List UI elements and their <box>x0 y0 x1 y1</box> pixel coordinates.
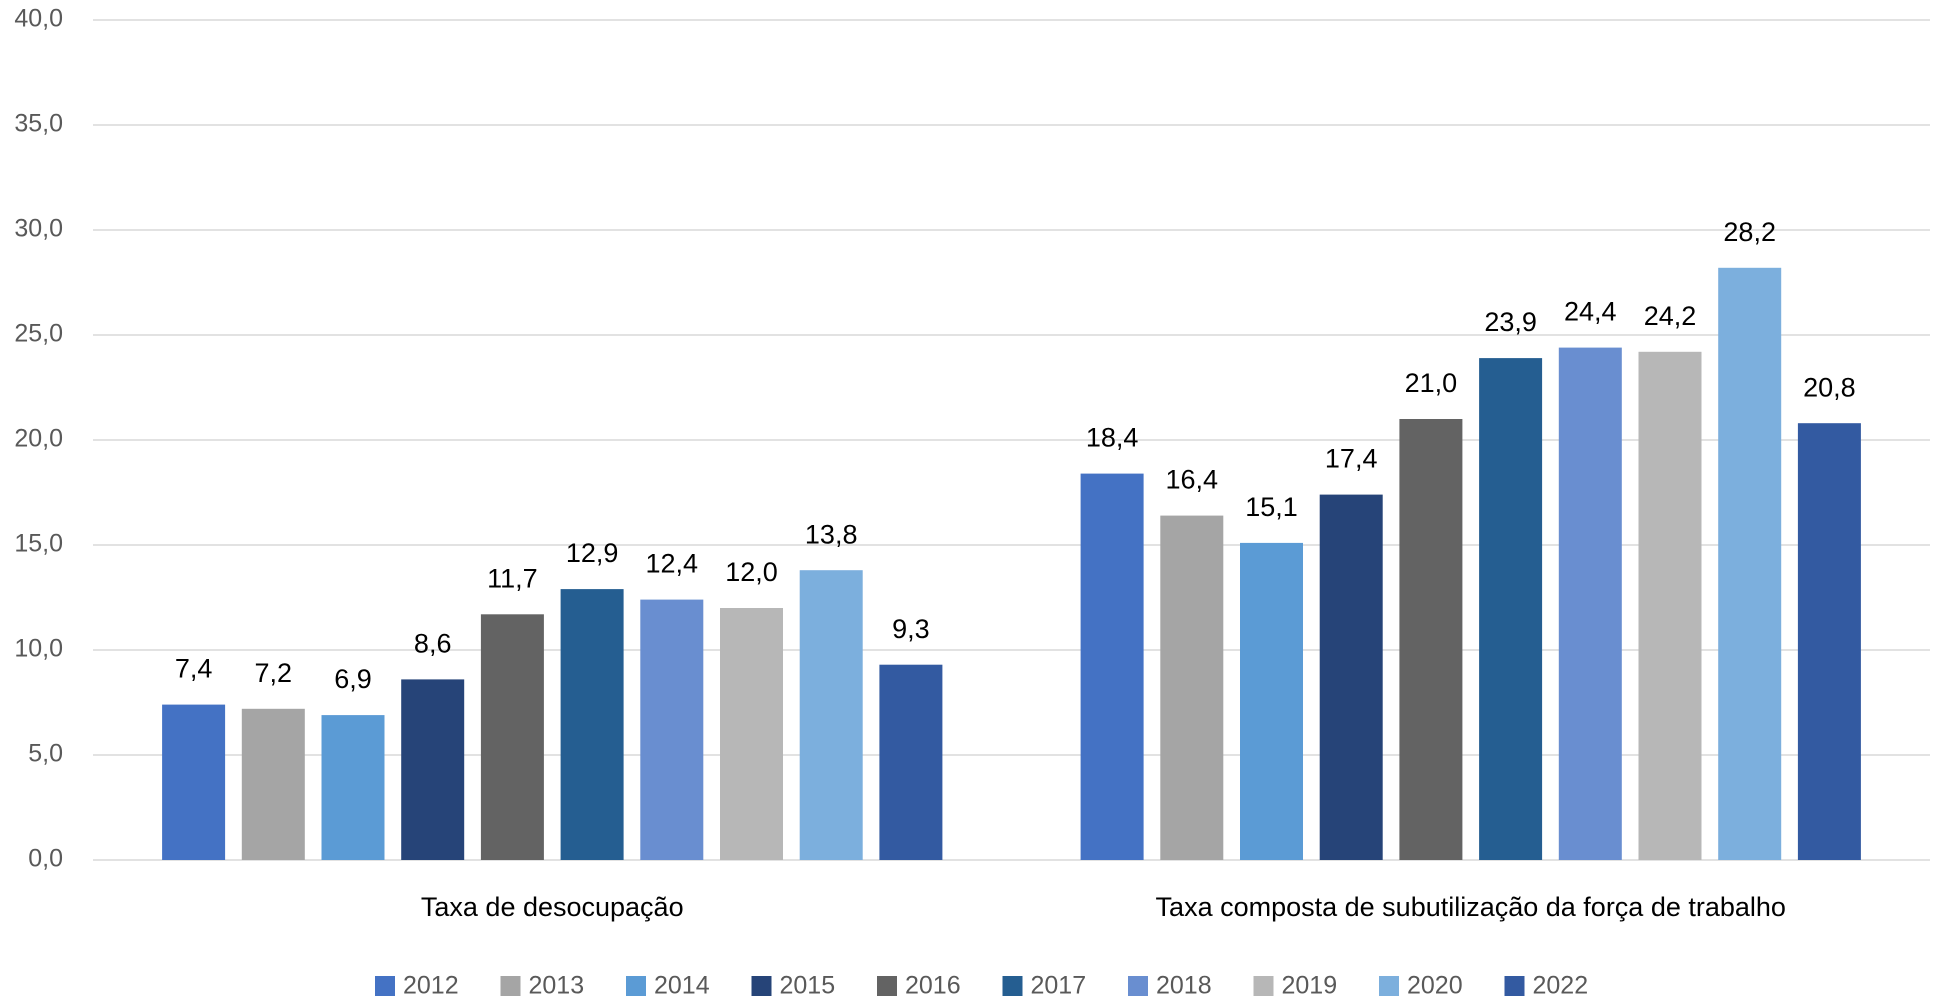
legend-label: 2016 <box>905 972 961 1000</box>
value-label: 8,6 <box>414 629 452 659</box>
value-label: 12,4 <box>646 549 699 579</box>
value-label: 28,2 <box>1723 217 1776 247</box>
y-tick-label: 20,0 <box>14 425 63 453</box>
y-tick-label: 30,0 <box>14 215 63 243</box>
legend-swatch <box>877 976 897 996</box>
value-label: 12,0 <box>725 557 778 587</box>
legend-label: 2013 <box>529 972 585 1000</box>
bar <box>1240 542 1303 860</box>
bar <box>1718 267 1782 860</box>
y-tick-label: 5,0 <box>28 740 63 768</box>
legend-label: 2014 <box>654 972 710 1000</box>
legend-swatch <box>500 976 521 996</box>
value-label: 24,4 <box>1564 297 1617 327</box>
legend-swatch <box>1379 976 1399 996</box>
value-label: 7,4 <box>175 654 213 684</box>
bar <box>321 715 385 860</box>
legend-swatch <box>375 976 395 996</box>
legend-label: 2017 <box>1031 972 1087 1000</box>
bar <box>1558 347 1622 861</box>
bar <box>1319 494 1383 860</box>
legend-label: 2012 <box>403 972 459 1000</box>
y-tick-label: 35,0 <box>14 110 63 138</box>
value-label: 11,7 <box>487 563 538 593</box>
legend-label: 2020 <box>1407 972 1463 1000</box>
legend-swatch <box>1002 976 1023 996</box>
bar <box>640 599 704 860</box>
value-label: 23,9 <box>1484 307 1537 337</box>
y-tick-label: 10,0 <box>14 635 63 663</box>
value-label: 13,8 <box>805 519 858 549</box>
legend-swatch <box>1504 976 1525 996</box>
y-tick-label: 40,0 <box>14 5 63 33</box>
bar <box>560 589 624 860</box>
bar <box>480 614 544 860</box>
bar <box>720 608 783 860</box>
y-tick-label: 15,0 <box>14 530 63 558</box>
bar <box>799 570 863 860</box>
value-label: 6,9 <box>334 664 372 694</box>
bar <box>241 708 305 860</box>
legend-label: 2022 <box>1533 972 1589 1000</box>
legend-swatch <box>751 976 772 996</box>
bar <box>1399 419 1463 860</box>
legend-label: 2015 <box>780 972 836 1000</box>
y-tick-label: 25,0 <box>14 320 63 348</box>
value-label: 20,8 <box>1803 372 1856 402</box>
legend-label: 2019 <box>1282 972 1338 1000</box>
x-tick-label: Taxa de desocupação <box>421 892 684 922</box>
legend-swatch <box>626 976 646 996</box>
bar <box>1638 351 1702 860</box>
legend-swatch <box>1253 976 1274 996</box>
value-label: 21,0 <box>1405 368 1458 398</box>
value-label: 24,2 <box>1644 301 1697 331</box>
bar <box>401 679 465 860</box>
bar <box>1160 515 1224 860</box>
bar <box>1479 358 1543 860</box>
bar <box>1797 423 1861 860</box>
x-tick-label: Taxa composta de subutilização da força … <box>1156 892 1786 922</box>
legend-label: 2018 <box>1156 972 1212 1000</box>
value-label: 16,4 <box>1166 465 1219 495</box>
value-label: 7,2 <box>255 658 293 688</box>
bar <box>1080 473 1144 860</box>
bar <box>162 704 226 860</box>
value-label: 12,9 <box>566 538 619 568</box>
value-label: 15,1 <box>1245 492 1298 522</box>
legend-swatch <box>1128 976 1148 996</box>
value-label: 17,4 <box>1325 444 1378 474</box>
bar <box>879 664 943 860</box>
value-label: 18,4 <box>1086 423 1139 453</box>
y-tick-label: 0,0 <box>28 845 63 873</box>
value-label: 9,3 <box>892 614 930 644</box>
